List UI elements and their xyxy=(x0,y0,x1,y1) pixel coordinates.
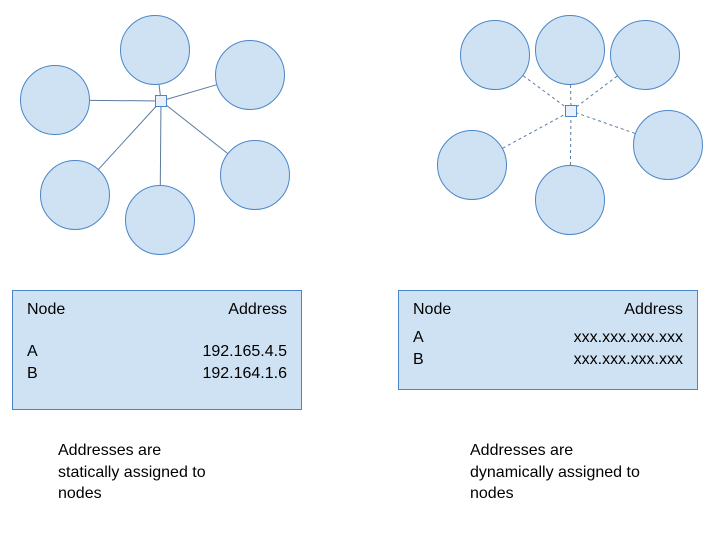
cell-node: A xyxy=(27,343,38,361)
network-node xyxy=(633,110,703,180)
table-row: Bxxx.xxx.xxx.xxx xyxy=(413,351,683,369)
static-network-diagram xyxy=(10,5,310,255)
network-node xyxy=(460,20,530,90)
network-hub xyxy=(565,105,577,117)
static-caption: Addresses arestatically assigned tonodes xyxy=(58,440,278,505)
network-node xyxy=(120,15,190,85)
dynamic-address-table: Node Address Axxx.xxx.xxx.xxxBxxx.xxx.xx… xyxy=(398,290,698,390)
table-header-row: Node Address xyxy=(413,301,683,319)
static-address-table: Node Address A 192.165.4.5 B 192.164.1.6 xyxy=(12,290,302,410)
table-row: Axxx.xxx.xxx.xxx xyxy=(413,329,683,347)
cell-address: xxx.xxx.xxx.xxx xyxy=(574,329,683,347)
network-hub xyxy=(155,95,167,107)
table-row: A 192.165.4.5 xyxy=(27,343,287,361)
network-node xyxy=(215,40,285,110)
col-address-header: Address xyxy=(624,301,683,319)
network-node xyxy=(220,140,290,210)
cell-node: B xyxy=(27,365,38,383)
network-node xyxy=(535,165,605,235)
col-node-header: Node xyxy=(27,301,65,319)
dynamic-network-diagram xyxy=(420,10,710,240)
network-node xyxy=(20,65,90,135)
network-node xyxy=(40,160,110,230)
table-row: B 192.164.1.6 xyxy=(27,365,287,383)
network-node xyxy=(535,15,605,85)
col-node-header: Node xyxy=(413,301,451,319)
table-header-row: Node Address xyxy=(27,301,287,319)
cell-node: B xyxy=(413,351,424,369)
col-address-header: Address xyxy=(228,301,287,319)
cell-address: 192.165.4.5 xyxy=(202,343,287,361)
cell-address: xxx.xxx.xxx.xxx xyxy=(574,351,683,369)
network-node xyxy=(437,130,507,200)
dynamic-caption: Addresses aredynamically assigned tonode… xyxy=(470,440,690,505)
cell-address: 192.164.1.6 xyxy=(202,365,287,383)
network-node xyxy=(125,185,195,255)
network-node xyxy=(610,20,680,90)
cell-node: A xyxy=(413,329,424,347)
